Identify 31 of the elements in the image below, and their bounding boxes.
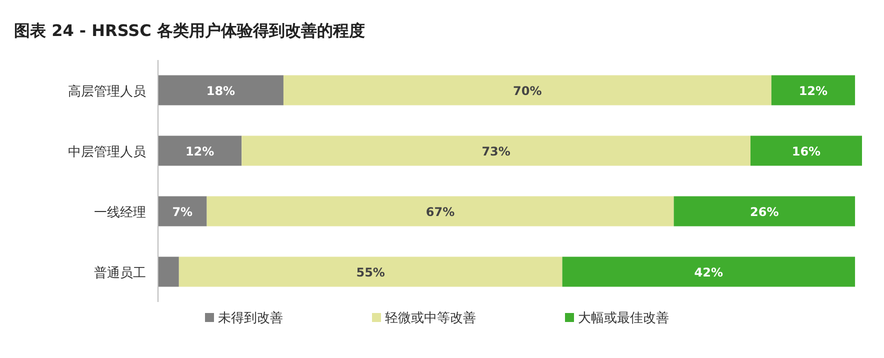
data-label: 26% [750,204,779,219]
data-label: 12% [798,84,828,98]
bar [158,136,242,166]
data-label: 12% [185,144,214,158]
data-label: 18% [206,84,236,98]
bar [158,75,284,106]
legend-label: 轻微或中等改善 [385,310,476,326]
data-label: 16% [792,144,821,158]
bar [771,75,856,106]
chart-title: 图表 24 - HRSSC 各类用户体验得到改善的程度 [14,21,365,40]
y-tick-label: 一线经理 [94,205,146,220]
bar [158,196,207,226]
bar [750,136,862,166]
bar [674,196,856,226]
bar [562,256,856,287]
bar [242,136,750,166]
data-label: 73% [482,144,510,158]
data-label: 7% [172,204,193,219]
data-label: 70% [513,84,542,98]
legend-label: 未得到改善 [218,310,283,326]
y-tick-label: 中层管理人员 [68,144,146,160]
y-tick-label: 高层管理人员 [68,83,146,100]
data-label: 55% [356,265,385,280]
bar [178,256,562,287]
data-label: 42% [694,265,724,280]
y-tick-label: 普通员工 [94,264,146,281]
legend-label: 大幅或最佳改善 [578,310,669,326]
bar [283,75,772,106]
bar [206,196,674,226]
data-label: 67% [426,204,455,219]
bar [158,256,179,287]
